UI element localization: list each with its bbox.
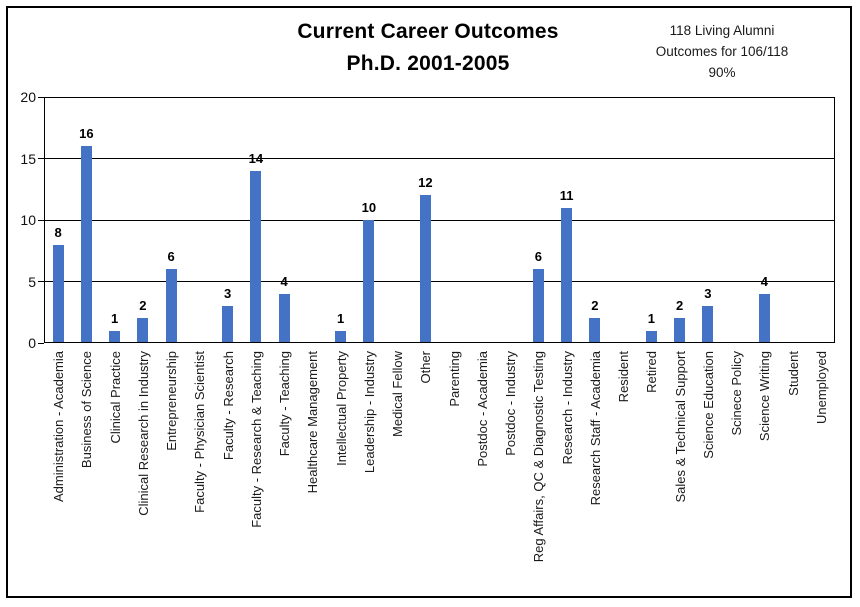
category-label: Research Staff - Academia <box>587 351 603 506</box>
gridline <box>44 219 835 221</box>
bar <box>278 293 290 342</box>
category-label: Entrepreneurship <box>164 351 180 451</box>
bar <box>165 269 177 342</box>
bar-value-label: 6 <box>534 249 542 265</box>
category-label: Postdoc - Academia <box>474 351 490 467</box>
category-label: Intellectual Property <box>333 351 349 466</box>
category-label: Sales & Technical Support <box>672 351 688 503</box>
bar-value-label: 10 <box>361 200 377 215</box>
bar <box>758 293 770 342</box>
y-tick-label: 0 <box>28 335 36 351</box>
bar-value-label: 8 <box>54 224 62 240</box>
bar <box>80 146 92 342</box>
chart-title-line1: Current Career Outcomes <box>297 20 559 43</box>
bar-value-label: 14 <box>248 150 264 166</box>
category-label: Science Education <box>700 351 716 459</box>
bar-value-label: 2 <box>676 298 684 314</box>
category-label: Administration - Academia <box>51 351 67 503</box>
bar <box>532 269 544 342</box>
bar-value-label: 3 <box>224 286 232 302</box>
bar <box>222 306 234 342</box>
category-label: Other <box>418 351 434 384</box>
bar <box>561 207 573 342</box>
bar-value-label: 1 <box>647 310 655 326</box>
bar-value-label: 4 <box>760 273 768 289</box>
bar-value-label: 12 <box>418 175 433 191</box>
bar <box>109 330 121 342</box>
gridline <box>44 281 835 282</box>
y-tick-mark <box>38 96 44 98</box>
bar-value-label: 4 <box>280 273 288 289</box>
bar <box>674 318 686 342</box>
category-label: Postdoc - Industry <box>503 351 519 456</box>
category-label: Faculty - Physician Scientist <box>192 351 208 513</box>
gridline <box>44 158 835 159</box>
annotation-line1: 118 Living Alumni <box>669 23 775 38</box>
annotation-line2: Outcomes for 106/118 <box>655 44 789 59</box>
category-label: Clinical Research in Industry <box>135 351 151 516</box>
category-label: Scinece Policy <box>729 351 745 436</box>
category-label: Faculty - Research <box>220 351 236 461</box>
y-tick-mark <box>38 342 44 344</box>
bar-value-label: 2 <box>139 298 147 314</box>
bar <box>419 195 431 342</box>
category-label: Unemployed <box>813 351 829 424</box>
chart-title-line2: Ph.D. 2001-2005 <box>346 52 510 75</box>
alumni-annotation: 118 Living Alumni Outcomes for 106/118 9… <box>622 20 822 83</box>
category-label: Research - Industry <box>559 351 575 465</box>
bar <box>335 330 347 342</box>
bar <box>363 220 375 342</box>
y-tick-mark <box>38 281 44 282</box>
category-label: Retired <box>644 351 660 393</box>
bar-value-label: 1 <box>337 310 345 326</box>
category-label: Clinical Practice <box>107 351 123 444</box>
outer-border <box>6 6 852 598</box>
bar <box>250 170 262 342</box>
category-label: Faculty - Teaching <box>277 351 293 457</box>
bar-value-label: 2 <box>591 298 599 314</box>
y-tick-label: 20 <box>20 89 36 105</box>
category-label: Healthcare Management <box>305 351 321 494</box>
bar-value-label: 1 <box>111 310 119 326</box>
category-label: Business of Science <box>79 351 95 469</box>
category-label: Science Writing <box>757 351 773 442</box>
y-tick-label: 5 <box>28 273 36 290</box>
bar <box>589 318 601 342</box>
category-label: Parenting <box>446 351 462 407</box>
category-label: Leadership - Industry <box>361 351 377 474</box>
category-label: Faculty - Research & Teaching <box>248 351 264 528</box>
category-label: Resident <box>616 351 632 403</box>
bar-value-label: 3 <box>704 286 712 302</box>
category-label: Student <box>785 351 801 396</box>
annotation-line3: 90% <box>708 65 736 80</box>
y-tick-mark <box>38 158 44 159</box>
bar-value-label: 6 <box>167 249 175 265</box>
bar <box>137 318 149 342</box>
chart-title: Current Career Outcomes Ph.D. 2001-2005 <box>178 16 678 80</box>
category-label: Medical Fellow <box>390 351 406 437</box>
bar <box>702 306 714 342</box>
bar-value-label: 11 <box>559 187 574 203</box>
y-tick-mark <box>38 219 44 221</box>
bar <box>52 244 64 342</box>
category-label: Reg Affairs, QC & Diagnostic Testing <box>531 351 547 563</box>
y-tick-label: 10 <box>20 212 36 228</box>
bar-value-label: 16 <box>79 126 94 142</box>
bar <box>645 330 657 342</box>
y-tick-label: 15 <box>20 150 36 167</box>
